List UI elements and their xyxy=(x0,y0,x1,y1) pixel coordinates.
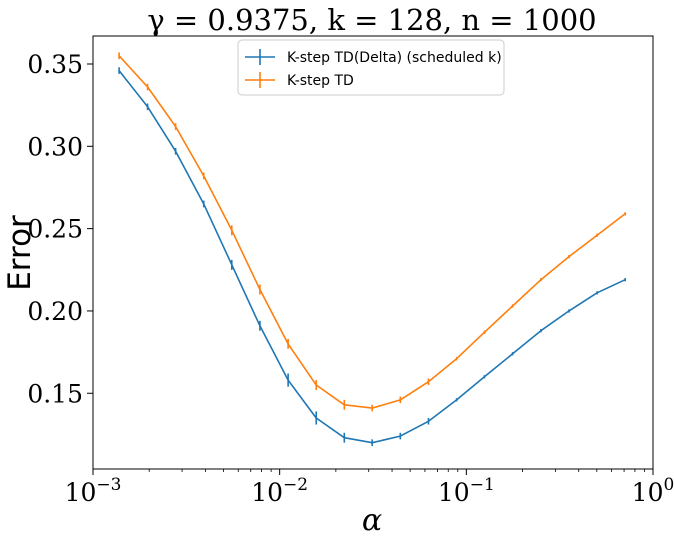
y-tick-label: 0.25 xyxy=(27,215,83,244)
x-axis-label: α xyxy=(362,503,382,538)
y-tick-label: 0.35 xyxy=(27,50,83,79)
plot-area xyxy=(92,35,654,470)
y-axis-label: Error xyxy=(2,215,38,291)
series-2 xyxy=(118,52,627,412)
y-tick-label: 0.15 xyxy=(27,379,83,408)
chart-title: γ = 0.9375, k = 128, n = 1000 xyxy=(147,3,596,37)
legend-label: K-step TD(Delta) (scheduled k) xyxy=(287,50,502,66)
legend-box xyxy=(237,39,505,96)
x-tick-label: 10−1 xyxy=(438,475,495,507)
series-1 xyxy=(118,67,627,446)
y-axis: 0.35 0.30 0.25 0.20 0.15 xyxy=(27,50,93,408)
y-tick-label: 0.30 xyxy=(27,132,83,161)
x-tick-label: 10−2 xyxy=(251,475,308,507)
legend: K-step TD(Delta) (scheduled k) K-step TD xyxy=(237,39,505,96)
series-line xyxy=(118,55,626,409)
plot-frame xyxy=(92,35,654,470)
series-layer xyxy=(118,52,627,446)
x-tick-label: 10−3 xyxy=(65,475,122,507)
series-line xyxy=(118,70,626,444)
y-tick-label: 0.20 xyxy=(27,297,83,326)
legend-label: K-step TD xyxy=(287,73,354,89)
x-tick-label: 100 xyxy=(632,475,674,507)
x-axis: 10−3 10−2 10−1 100 xyxy=(65,469,674,507)
